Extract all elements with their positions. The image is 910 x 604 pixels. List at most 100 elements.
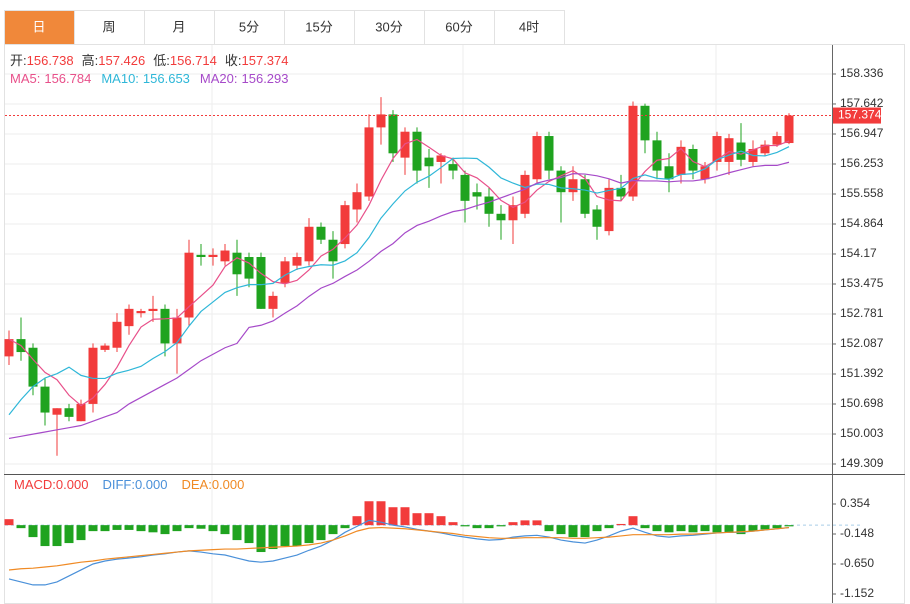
macd-bar xyxy=(724,525,734,533)
y-tick-label: 155.558 xyxy=(840,186,884,200)
legend-value: 0.000 xyxy=(135,477,168,492)
candle-body xyxy=(40,386,50,413)
macd-bar xyxy=(388,507,398,526)
candle-body xyxy=(64,408,74,417)
tab-label[interactable]: 60分 xyxy=(445,19,472,34)
candle-body xyxy=(328,239,338,262)
legend-label: MA5: xyxy=(10,71,40,86)
candle-body xyxy=(688,148,698,171)
candle-body xyxy=(232,252,242,275)
y-tick-label: -0.650 xyxy=(840,556,874,570)
chart-frame xyxy=(4,44,905,604)
macd-bar xyxy=(184,525,194,529)
candle-body xyxy=(460,174,470,201)
legend-value: 156.784 xyxy=(44,71,91,86)
tab[interactable] xyxy=(494,10,565,45)
ma-line xyxy=(8,138,790,407)
ohlc-info: 开:156.738 高:157.426 低:156.714 收:157.374 xyxy=(10,53,289,68)
candle-body xyxy=(160,308,170,344)
macd-bar xyxy=(28,525,38,538)
candle-body xyxy=(640,105,650,141)
candle-body xyxy=(496,213,506,221)
candle-body xyxy=(616,187,626,197)
candle-body xyxy=(4,339,14,357)
candle-body xyxy=(508,205,518,221)
candle-body xyxy=(100,345,110,350)
last-price-box xyxy=(833,107,881,124)
macd-bar xyxy=(340,525,350,529)
macd-bar xyxy=(88,525,98,532)
candle-body xyxy=(196,254,206,258)
macd-bar xyxy=(472,525,482,529)
macd-bar xyxy=(556,525,566,535)
macd-bar xyxy=(412,513,422,526)
y-tick-label: 152.781 xyxy=(840,306,884,320)
candle-body xyxy=(472,192,482,197)
legend-value: 156.293 xyxy=(242,71,289,86)
candle-body xyxy=(700,166,710,180)
tab[interactable] xyxy=(144,10,215,45)
tab-label[interactable]: 周 xyxy=(102,19,115,34)
macd-bar xyxy=(652,525,662,532)
macd-bar xyxy=(736,525,746,535)
candle-body xyxy=(112,321,122,348)
macd-bar xyxy=(316,525,326,541)
tab-label[interactable]: 月 xyxy=(172,19,185,34)
macd-bar xyxy=(400,507,410,526)
y-tick-label: 149.309 xyxy=(840,456,884,470)
tab-label[interactable]: 5分 xyxy=(239,19,259,34)
info-label: 收: xyxy=(225,53,242,68)
macd-bar xyxy=(604,525,614,529)
y-tick-label: 156.947 xyxy=(840,126,884,140)
macd-bar xyxy=(628,516,638,526)
macd-bar xyxy=(568,525,578,538)
tab-label[interactable]: 4时 xyxy=(519,19,539,34)
last-price-label: 157.374 xyxy=(838,108,882,122)
macd-bar xyxy=(304,525,314,544)
y-tick-label: 153.475 xyxy=(840,276,884,290)
macd-bar xyxy=(16,525,26,529)
candle-body xyxy=(628,105,638,197)
tab-label[interactable]: 30分 xyxy=(375,19,402,34)
macd-bar xyxy=(508,522,518,526)
info-label: 低: xyxy=(153,53,170,68)
info-value: 157.374 xyxy=(242,53,289,68)
macd-bar xyxy=(544,525,554,532)
macd-bar xyxy=(772,525,782,529)
macd-bar xyxy=(520,520,530,526)
macd-bar xyxy=(436,516,446,526)
macd-bar xyxy=(712,525,722,533)
tab[interactable] xyxy=(424,10,495,45)
candle-body xyxy=(676,146,686,175)
macd-bar xyxy=(376,501,386,526)
y-tick-label: 0.354 xyxy=(840,496,870,510)
macd-line xyxy=(8,526,790,571)
y-tick-label: 154.17 xyxy=(840,246,877,260)
info-value: 156.714 xyxy=(170,53,217,68)
macd-bar xyxy=(664,525,674,533)
tab[interactable] xyxy=(74,10,145,45)
candle-body xyxy=(268,295,278,309)
tab[interactable] xyxy=(4,10,75,45)
info-label: 开: xyxy=(10,53,27,68)
y-tick-label: -0.148 xyxy=(840,526,874,540)
candle-body xyxy=(124,308,134,327)
macd-bar xyxy=(112,525,122,530)
macd-bar xyxy=(688,525,698,533)
macd-bar xyxy=(484,525,494,529)
tab-label[interactable]: 日 xyxy=(32,19,45,34)
candle-body xyxy=(256,257,266,309)
legend-label: MA20: xyxy=(200,71,238,86)
macd-bar xyxy=(172,525,182,532)
macd-bar xyxy=(364,501,374,526)
candle-body xyxy=(784,115,794,144)
macd-bar xyxy=(136,525,146,532)
tab[interactable] xyxy=(284,10,355,45)
tab-label[interactable]: 15分 xyxy=(305,19,332,34)
legend-label: DEA: xyxy=(181,477,211,492)
macd-bar xyxy=(100,525,110,532)
macd-bar xyxy=(64,525,74,544)
macd-bar xyxy=(76,525,86,541)
candle-body xyxy=(652,140,662,171)
macd-bar xyxy=(220,525,230,535)
